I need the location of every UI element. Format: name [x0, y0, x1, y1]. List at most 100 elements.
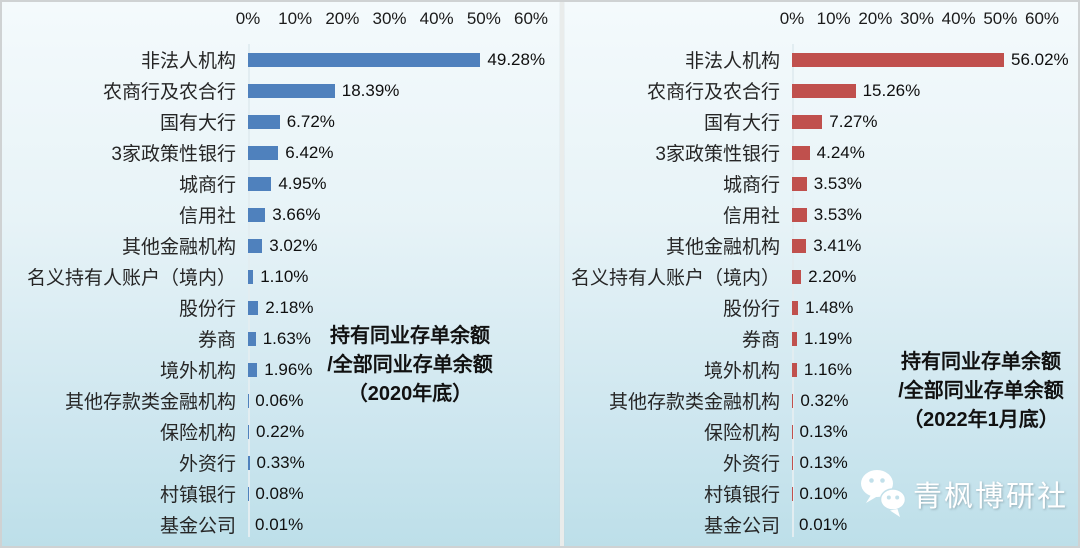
value-label: 0.08%	[255, 483, 304, 503]
category-label: 非法人机构	[684, 51, 780, 72]
chart-row: 信用社 3.53%	[564, 199, 1078, 230]
bar	[248, 269, 254, 284]
bar-track: 3.02%	[248, 236, 560, 256]
chart-row: 名义持有人账户（境内） 2.20%	[564, 261, 1078, 292]
bar	[248, 207, 266, 222]
chart-title-line: 持有同业存单余额	[330, 325, 490, 347]
chart-row: 名义持有人账户（境内） 1.10%	[2, 261, 560, 292]
bar-track: 0.10%	[792, 484, 1078, 504]
chart-row: 境外机构 1.16%	[564, 354, 1078, 385]
chart-row: 外资行 0.13%	[564, 447, 1078, 478]
chart-row: 其他存款类金融机构 0.06%	[2, 385, 560, 416]
x-axis-tick: 20%	[325, 9, 360, 28]
x-axis-tick: 10%	[278, 9, 313, 28]
bar-track: 56.02%	[792, 50, 1078, 70]
x-axis: 0% 10% 20% 30% 40% 50% 60%	[564, 2, 1078, 42]
bar	[792, 207, 807, 222]
bar-track: 2.18%	[248, 298, 560, 318]
chart-row: 城商行 4.95%	[2, 168, 560, 199]
bar	[792, 331, 797, 346]
value-label: 0.13%	[799, 452, 848, 472]
value-label: 1.10%	[260, 266, 309, 286]
bar-track: 3.53%	[792, 174, 1078, 194]
bar-track: 0.08%	[248, 484, 560, 504]
category-label: 外资行	[178, 454, 236, 475]
value-label: 4.95%	[278, 173, 327, 193]
bar	[248, 362, 258, 377]
chart-rows: 非法人机构 49.28% 农商行及农合行 18.39% 国有大行 6.72% 3家政策性银行…	[2, 44, 560, 540]
chart-row: 股份行 1.48%	[564, 292, 1078, 323]
value-label: 0.32%	[800, 390, 849, 410]
x-axis-tick: 30%	[372, 9, 407, 28]
category-label: 其他存款类金融机构	[608, 392, 780, 413]
chart-row: 非法人机构 56.02%	[564, 44, 1078, 75]
chart-row: 国有大行 6.72%	[2, 106, 560, 137]
value-label: 0.06%	[255, 390, 304, 410]
value-label: 0.10%	[799, 483, 848, 503]
chart-row: 其他金融机构 3.41%	[564, 230, 1078, 261]
bar-track: 1.19%	[792, 329, 1078, 349]
x-axis-tick: 60%	[513, 9, 549, 28]
chart-row: 其他存款类金融机构 0.32%	[564, 385, 1078, 416]
bar-track: 0.22%	[248, 422, 560, 442]
chart-title-line: /全部同业存单余额	[327, 354, 493, 376]
value-label: 3.53%	[813, 204, 862, 224]
category-label: 村镇银行	[703, 485, 780, 506]
category-label: 3家政策性银行	[111, 144, 236, 165]
chart-rows: 非法人机构 56.02% 农商行及农合行 15.26% 国有大行 7.27% 3家政策性银行…	[564, 44, 1078, 540]
value-label: 0.01%	[255, 514, 304, 534]
category-label: 其他存款类金融机构	[64, 392, 236, 413]
bar	[248, 424, 250, 439]
x-axis-tick: 0%	[779, 9, 805, 28]
category-label: 非法人机构	[140, 51, 236, 72]
bar	[792, 362, 797, 377]
value-label: 0.13%	[799, 421, 848, 441]
x-axis-tick: 50%	[983, 9, 1018, 28]
chart-row: 3家政策性银行 4.24%	[564, 137, 1078, 168]
bar	[248, 114, 280, 129]
chart-row: 村镇银行 0.08%	[2, 478, 560, 509]
chart-panel-2020: 0% 10% 20% 30% 40% 50% 60% 非法人机构 49.28% 农商行及农合行 1…	[2, 2, 560, 546]
value-label: 6.42%	[285, 142, 334, 162]
bar-track: 2.20%	[792, 267, 1078, 287]
chart-row: 券商 1.63%	[2, 323, 560, 354]
bar-track: 0.13%	[792, 422, 1078, 442]
category-label: 信用社	[178, 206, 236, 227]
bar-track: 3.53%	[792, 205, 1078, 225]
bar-track: 3.66%	[248, 205, 560, 225]
bar	[248, 331, 256, 346]
watermark-text: 青枫博研社	[913, 481, 1069, 513]
bar-track: 6.42%	[248, 143, 560, 163]
value-label: 6.72%	[286, 111, 335, 131]
chart-row: 国有大行 7.27%	[564, 106, 1078, 137]
y-axis-line	[792, 44, 794, 537]
value-label: 1.48%	[805, 297, 854, 317]
chart-row: 农商行及农合行 15.26%	[564, 75, 1078, 106]
value-label: 4.24%	[816, 142, 865, 162]
category-label: 券商	[741, 330, 780, 351]
bar	[792, 269, 802, 284]
x-axis: 0% 10% 20% 30% 40% 50% 60%	[2, 2, 560, 42]
chart-row: 外资行 0.33%	[2, 447, 560, 478]
bar	[248, 300, 259, 315]
bar	[248, 238, 263, 253]
category-label: 券商	[197, 330, 236, 351]
bar-track: 0.01%	[792, 515, 1078, 535]
chart-title-line: 持有同业存单余额	[901, 351, 1061, 373]
value-label: 3.66%	[272, 204, 321, 224]
value-label: 2.18%	[265, 297, 314, 317]
chart-title-2022: 持有同业存单余额 /全部同业存单余额 （2022年1月底）	[886, 348, 1076, 435]
x-axis-tick: 50%	[466, 9, 501, 28]
category-label: 外资行	[722, 454, 780, 475]
bar-track: 0.32%	[792, 391, 1078, 411]
bar-track: 4.24%	[792, 143, 1078, 163]
bar	[792, 238, 807, 253]
category-label: 农商行及农合行	[646, 82, 780, 103]
wechat-icon	[861, 470, 906, 517]
value-label: 0.22%	[256, 421, 305, 441]
category-label: 名义持有人账户（境内）	[26, 268, 236, 289]
bar-track: 0.01%	[248, 515, 560, 535]
x-axis-tick: 30%	[899, 9, 935, 28]
bar-track: 15.26%	[792, 81, 1078, 101]
